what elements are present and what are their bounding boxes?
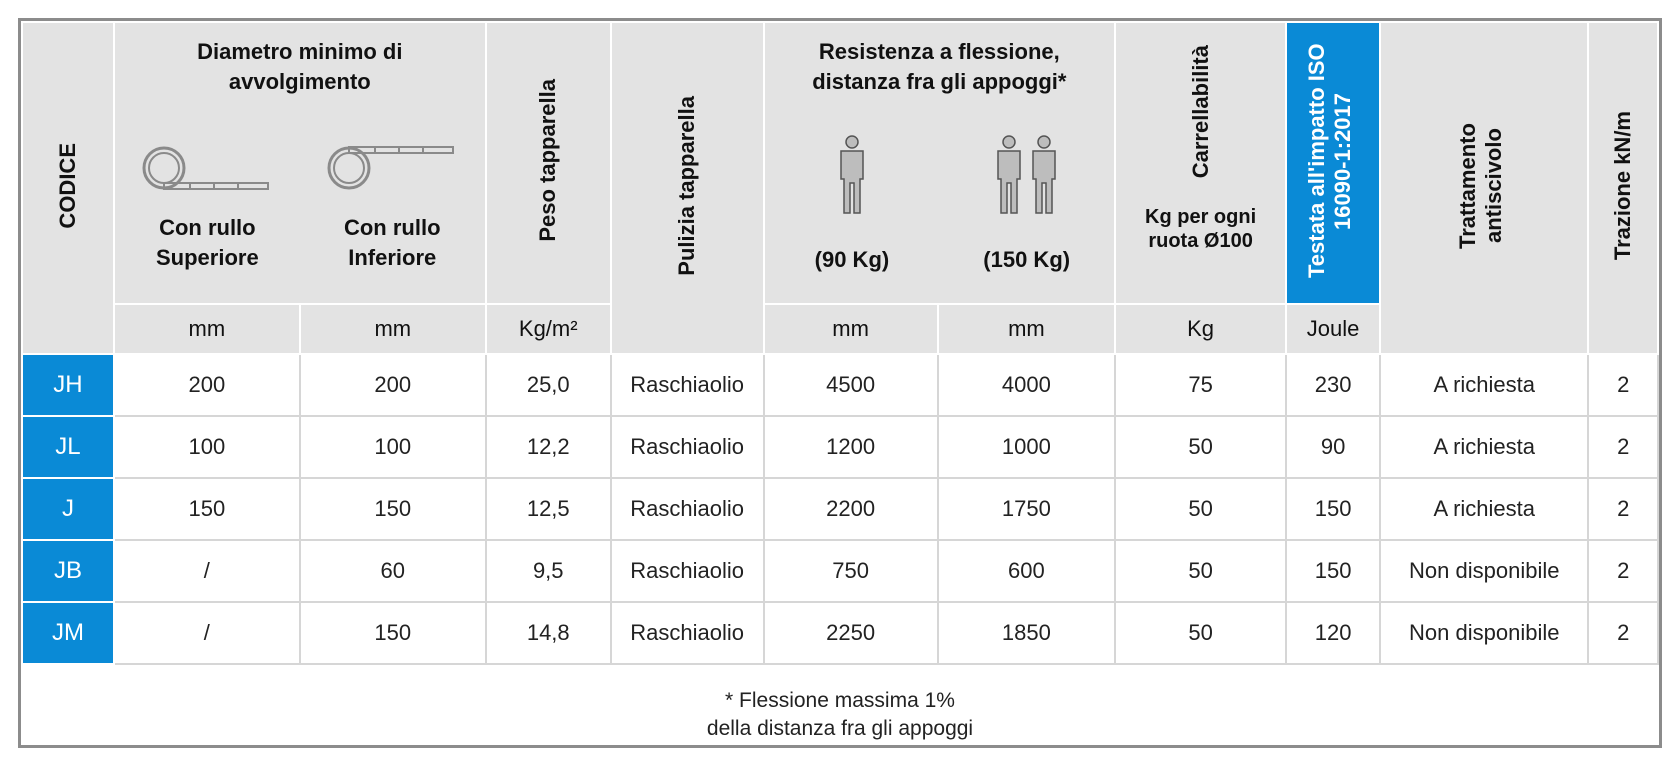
header-diametro-label: Diametro minimo di avvolgimento — [197, 39, 403, 94]
cell-r90: 1200 — [762, 415, 939, 479]
one-person-icon — [840, 135, 864, 214]
cell-pulizia: Raschiaolio — [609, 539, 765, 603]
cell-inf: 100 — [298, 415, 487, 479]
spec-table-frame: CODICE Diametro minimo di avvolgimento C… — [18, 18, 1662, 748]
cell-carr: 50 — [1114, 415, 1288, 479]
kg-per-ruota-label: Kg per ogni ruota Ø100 — [1145, 206, 1257, 253]
cell-inf: 150 — [298, 601, 487, 665]
cell-traz: 2 — [1587, 539, 1659, 603]
row-code: JB — [21, 539, 115, 603]
cell-traz: 2 — [1587, 477, 1659, 541]
table-row: JL 100 100 12,2 Raschiaolio 1200 1000 50… — [21, 415, 1659, 479]
cell-traz: 2 — [1587, 415, 1659, 479]
cell-inf: 200 — [298, 353, 487, 417]
header-peso: Peso tapparella — [484, 21, 612, 305]
cell-r150: 4000 — [936, 353, 1117, 417]
cell-joule: 120 — [1285, 601, 1382, 665]
footnote-line-2: della distanza fra gli appoggi — [706, 717, 974, 740]
cell-r90: 2250 — [762, 601, 939, 665]
header-trattamento-label: Trattamento antiscivolo — [1455, 122, 1507, 249]
header-trattamento: Trattamento antiscivolo — [1379, 21, 1590, 355]
cell-r150: 1000 — [936, 415, 1117, 479]
unit-mm-superiore: mm — [112, 303, 301, 355]
header-resistenza-label: Resistenza a flessione, distanza fra gli… — [812, 39, 1067, 94]
cell-r150: 1850 — [936, 601, 1117, 665]
cell-pulizia: Raschiaolio — [609, 353, 765, 417]
cell-traz: 2 — [1587, 353, 1659, 417]
cell-sup: / — [112, 601, 301, 665]
header-diametro: Diametro minimo di avvolgimento Con rull… — [112, 21, 487, 305]
unit-mm-150: mm — [936, 303, 1117, 355]
cell-tratt: Non disponibile — [1379, 539, 1590, 603]
cell-tratt: A richiesta — [1379, 477, 1590, 541]
cell-carr: 50 — [1114, 601, 1288, 665]
cell-pulizia: Raschiaolio — [609, 415, 765, 479]
cell-inf: 150 — [298, 477, 487, 541]
row-code: J — [21, 477, 115, 541]
header-carrellabilita: Carrellabilità Kg per ogni ruota Ø100 — [1114, 21, 1288, 305]
persona-90-label: (90 Kg) — [814, 247, 890, 272]
table-row: JM / 150 14,8 Raschiaolio 2250 1850 50 1… — [21, 601, 1659, 665]
table-row: J 150 150 12,5 Raschiaolio 2200 1750 50 … — [21, 477, 1659, 541]
footnote: * Flessione massima 1% della distanza fr… — [21, 683, 1659, 745]
header-pulizia: Pulizia tapparella — [609, 21, 765, 355]
cell-traz: 2 — [1587, 601, 1659, 665]
cell-carr: 50 — [1114, 477, 1288, 541]
cell-peso: 9,5 — [484, 539, 612, 603]
cell-peso: 12,2 — [484, 415, 612, 479]
table-row: JH 200 200 25,0 Raschiaolio 4500 4000 75… — [21, 353, 1659, 417]
cell-joule: 230 — [1285, 353, 1382, 417]
footnote-line-1: * Flessione massima 1% — [725, 689, 955, 712]
cell-tratt: Non disponibile — [1379, 601, 1590, 665]
unit-joule: Joule — [1285, 303, 1382, 355]
header-testata-label: Testata all'impatto ISO 16090-1:2017 — [1304, 43, 1356, 278]
header-codice-label: CODICE — [54, 142, 80, 229]
cell-sup: 200 — [112, 353, 301, 417]
con-rullo-inferiore-label: Con rullo Inferiore — [343, 215, 441, 270]
cell-r150: 600 — [936, 539, 1117, 603]
cell-r90: 750 — [762, 539, 939, 603]
roller-top-icon — [142, 146, 270, 190]
cell-pulizia: Raschiaolio — [609, 477, 765, 541]
unit-peso: Kg/m² — [484, 303, 612, 355]
header-testata: Testata all'impatto ISO 16090-1:2017 — [1285, 21, 1382, 305]
con-rullo-superiore-label: Con rullo Superiore — [155, 215, 259, 270]
cell-pulizia: Raschiaolio — [609, 601, 765, 665]
cell-inf: 60 — [298, 539, 487, 603]
persona-150-label: (150 Kg) — [983, 247, 1071, 272]
header-resistenza: Resistenza a flessione, distanza fra gli… — [762, 21, 1117, 305]
cell-peso: 12,5 — [484, 477, 612, 541]
row-code: JH — [21, 353, 115, 417]
two-persons-icon — [996, 135, 1056, 214]
header-codice: CODICE — [21, 21, 115, 355]
cell-carr: 50 — [1114, 539, 1288, 603]
cell-r150: 1750 — [936, 477, 1117, 541]
cell-peso: 14,8 — [484, 601, 612, 665]
cell-sup: 150 — [112, 477, 301, 541]
table-row: JB / 60 9,5 Raschiaolio 750 600 50 150 N… — [21, 539, 1659, 603]
unit-mm-inferiore: mm — [298, 303, 487, 355]
cell-r90: 2200 — [762, 477, 939, 541]
cell-sup: / — [112, 539, 301, 603]
cell-tratt: A richiesta — [1379, 415, 1590, 479]
cell-joule: 90 — [1285, 415, 1382, 479]
cell-sup: 100 — [112, 415, 301, 479]
unit-mm-90: mm — [762, 303, 939, 355]
header-peso-label: Peso tapparella — [535, 79, 561, 242]
cell-r90: 4500 — [762, 353, 939, 417]
header-trazione: Trazione kN/m — [1587, 21, 1659, 355]
roller-bottom-icon — [327, 146, 455, 190]
row-code: JM — [21, 601, 115, 665]
row-code: JL — [21, 415, 115, 479]
cell-peso: 25,0 — [484, 353, 612, 417]
header-carrellabilita-label: Carrellabilità — [1187, 45, 1213, 179]
cell-carr: 75 — [1114, 353, 1288, 417]
spec-table: CODICE Diametro minimo di avvolgimento C… — [21, 21, 1659, 665]
cell-joule: 150 — [1285, 539, 1382, 603]
header-pulizia-label: Pulizia tapparella — [674, 95, 700, 276]
header-trazione-label: Trazione kN/m — [1610, 110, 1636, 261]
cell-tratt: A richiesta — [1379, 353, 1590, 417]
unit-kg: Kg — [1114, 303, 1288, 355]
cell-joule: 150 — [1285, 477, 1382, 541]
